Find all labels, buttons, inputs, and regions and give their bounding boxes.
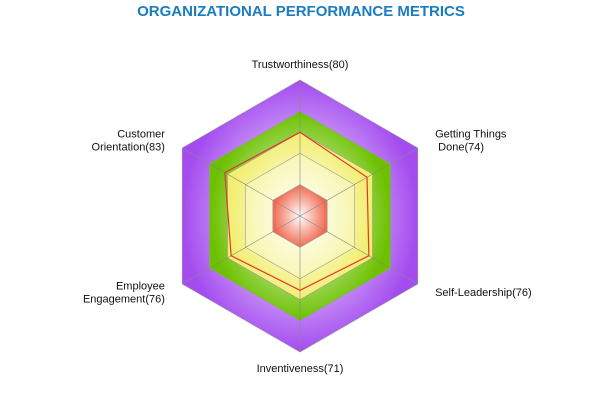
chart-title: ORGANIZATIONAL PERFORMANCE METRICS <box>137 3 465 20</box>
axis-label: Employee Engagement(76) <box>83 281 165 306</box>
radar-line <box>224 131 370 291</box>
axis-label: Getting Things Done(74) <box>435 129 507 154</box>
axis-label: Self-Leadership(76) <box>435 287 532 299</box>
spoke <box>299 147 418 217</box>
spoke <box>299 215 418 285</box>
axis-label: Trustworthiness(80) <box>252 59 349 71</box>
spoke <box>182 147 301 217</box>
axis-label: Customer Orientation(83) <box>92 129 166 154</box>
spoke <box>182 215 301 285</box>
axis-label: Inventiveness(71) <box>257 363 344 375</box>
